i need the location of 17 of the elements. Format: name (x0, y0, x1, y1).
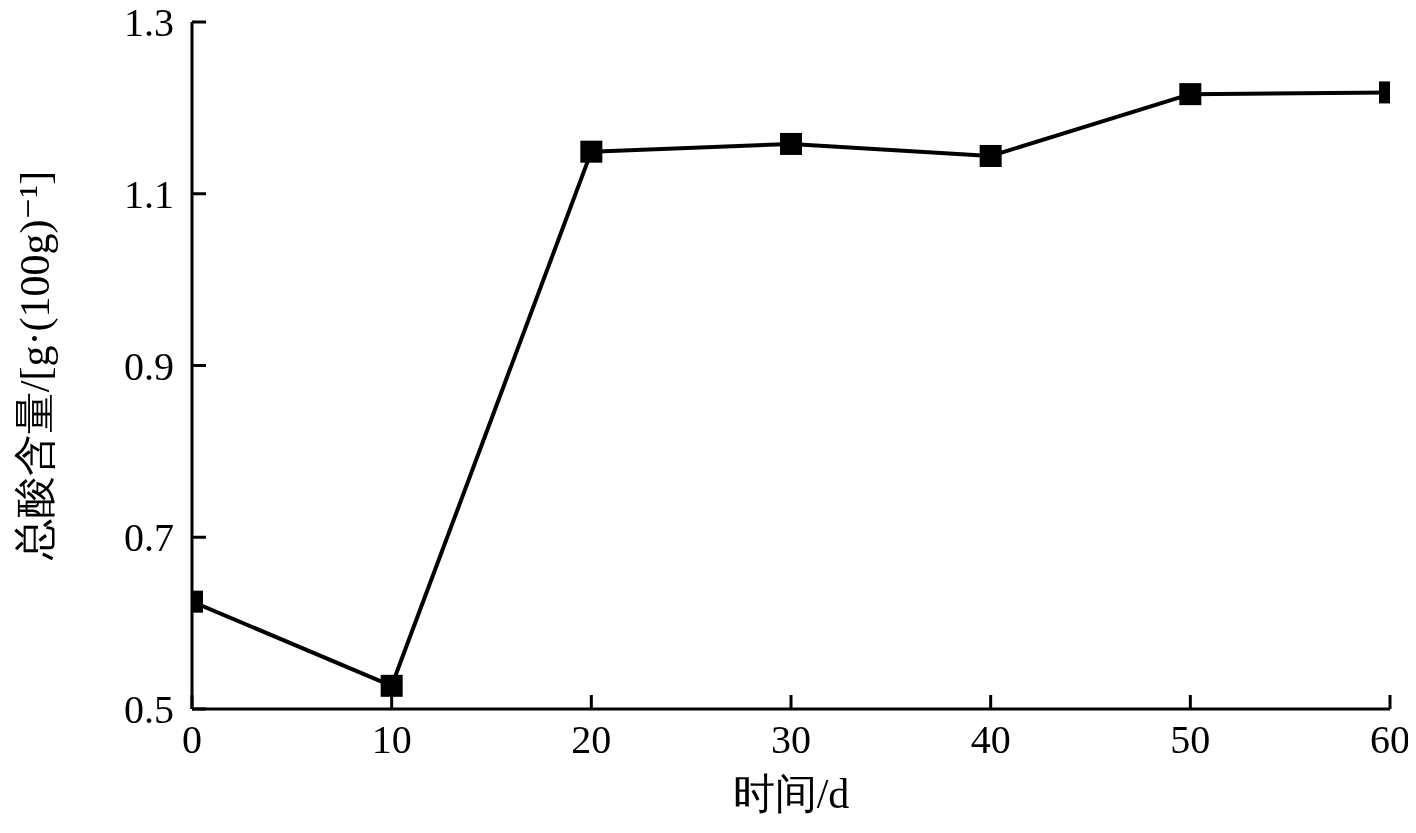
point (979, 144, 1002, 167)
y-tick-label: 1.1 (124, 171, 174, 217)
y-tick-label: 0.5 (124, 687, 174, 733)
point (580, 140, 603, 163)
y-tick-label: 1.3 (124, 0, 174, 46)
x-tick-label: 50 (1170, 717, 1211, 763)
x-tick-label: 10 (371, 717, 412, 763)
x-tick-label: 0 (182, 717, 202, 763)
x-tick-label: 30 (771, 717, 811, 763)
y-tick-label: 0.9 (124, 343, 174, 389)
y-axis-title: 总酸含量/[g·(100g)⁻¹] (11, 170, 59, 562)
point (780, 132, 802, 155)
x-axis-title: 时间/d (732, 771, 850, 817)
x-tick-label: 20 (571, 717, 612, 763)
x-tick-label: 60 (1370, 717, 1410, 763)
x-tick-label: 40 (970, 717, 1011, 763)
y-tick-label: 0.7 (124, 515, 174, 561)
